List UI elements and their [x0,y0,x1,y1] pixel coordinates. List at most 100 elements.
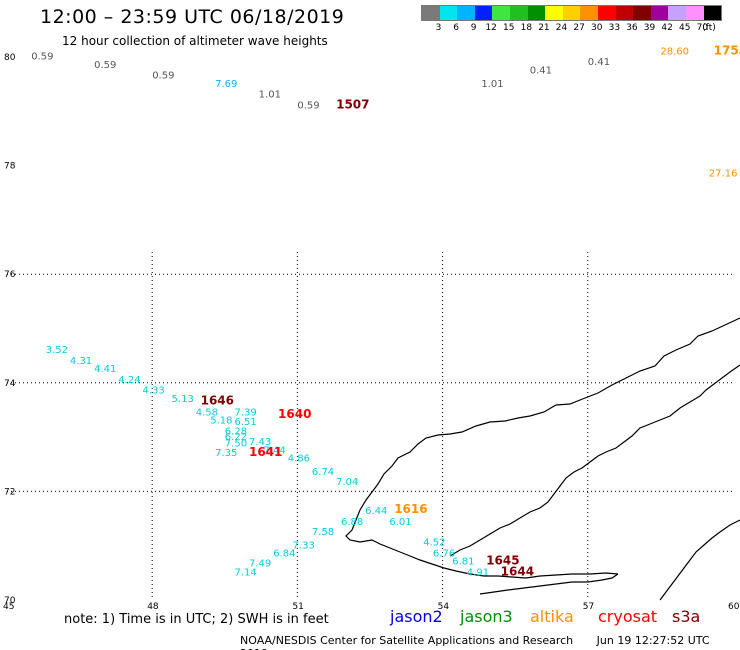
wave-height-value: 3.52 [46,345,68,356]
lon-tick-label: 45 [3,602,14,612]
legend-swatch [597,6,616,20]
wave-height-value: 4.52 [423,538,445,549]
pass-time-label: 1644 [501,565,534,579]
wave-height-value: 4.24 [118,375,140,386]
legend-swatch [527,6,546,20]
legend-label: 39 [643,23,656,33]
wave-height-value: 7.43 [249,437,271,448]
legend-label: 70 [696,23,709,33]
wave-height-value: 7.35 [215,448,237,459]
legend-swatch [650,6,669,20]
wave-height-value: 6.28 [225,426,247,437]
satellite-label-s3a: s3a [672,607,701,626]
wave-height-value: 6.44 [365,506,387,517]
satellite-label-altika: altika [530,607,574,626]
lat-tick-label: 72 [4,487,15,497]
lat-tick-label: 76 [4,270,16,280]
wave-height-value: 4.91 [467,568,489,579]
wave-height-value: 0.59 [297,101,319,112]
wave-height-value: 1.01 [259,90,281,101]
legend-label: 18 [520,23,533,33]
legend-swatch [422,6,440,20]
wave-height-value: 7.39 [234,407,256,418]
legend-label: 36 [626,23,638,33]
wave-height-value: 0.41 [588,57,610,68]
legend-swatch [509,6,528,20]
wave-height-value: 6.01 [389,517,411,528]
wave-height-value: 4.41 [94,364,116,375]
legend-swatch [457,6,475,20]
legend-label: 27 [573,23,585,33]
wave-height-value: 6.51 [234,417,256,428]
legend-swatch [615,6,634,20]
wave-height-value: 6.84 [273,549,295,560]
lat-tick-label: 70 [4,596,16,606]
wave-height-value: 0.59 [152,71,174,82]
wave-height-legend: 3 6 9 12 15 18 21 24 27 30 33 36 39 42 45 70 (ft) [421,5,723,35]
wave-height-value: 6.88 [341,517,363,528]
wave-height-value: 7.58 [312,527,334,538]
lat-tick-label: 78 [4,162,16,172]
lat-lon-grid [7,252,733,600]
wave-height-value: 0.59 [94,60,116,71]
legend-swatch [439,6,458,20]
map-note: note: 1) Time is in UTC; 2) SWH is in fe… [64,612,329,627]
lon-tick-label: 54 [438,602,450,612]
wave-height-value: 7.50 [225,438,247,449]
axis-labels: 45 48 51 54 57 60 70 72 74 76 78 80 [3,53,740,612]
legend-label: 9 [470,23,477,33]
coastline-south [479,573,619,595]
wave-height-value: 0.41 [530,65,552,76]
legend-swatch [580,6,598,20]
wave-height-value: 4.31 [70,356,92,367]
pass-time-label: 1640 [278,407,311,421]
wave-height-value: 7.04 [336,477,358,488]
satellite-label-jason2: jason2 [390,607,443,626]
legend-label: 6 [453,23,459,33]
legend-color-bar [421,5,723,21]
coastline-east [659,519,740,601]
map-subtitle: 12 hour collection of altimeter wave hei… [62,34,328,48]
wave-height-value: 4.33 [143,386,165,397]
satellite-label-jason3: jason3 [460,607,513,626]
legend-label: 21 [538,23,550,33]
legend-label: 45 [679,23,691,33]
wave-height-value: 27.16 [709,168,738,179]
satellite-label-cryosat: cryosat [598,607,658,626]
wave-height-value: 1.01 [481,79,503,90]
legend-swatch [492,6,510,20]
wave-height-value: 4.86 [288,454,310,465]
lon-tick-label: 57 [583,602,594,612]
legend-swatch [668,6,686,20]
wave-height-value: 28.60 [660,46,689,57]
wave-height-values: 0.59 0.59 0.59 7.69 1.01 0.59 1.01 0.41 0.41 28.6… [31,46,737,578]
footer-credit: NOAA/NESDIS Center for Satellite Applica… [240,634,574,647]
pass-time-label: 1507 [336,98,369,112]
footer: NOAA/NESDIS Center for Satellite Applica… [240,634,740,650]
coastline-main [345,317,740,579]
legend-swatch [545,6,563,20]
wave-height-value: 7.44 [264,445,286,456]
legend-labels: 3 6 9 12 15 18 21 24 27 30 33 36 39 42 45 70 (ft) [421,21,722,35]
lon-tick-label: 60 [728,602,740,612]
pass-time-label: 1641 [249,445,282,459]
wave-height-value: 7.69 [215,79,237,90]
coastline-inner [449,364,740,557]
legend-label: 15 [503,23,515,33]
legend-label: 42 [661,23,673,33]
wave-height-value: 7.33 [293,540,315,551]
wave-height-value: 6.76 [433,549,455,560]
wave-height-value: 6.81 [452,557,474,568]
footer-timestamp: Jun 19 12:27:52 UTC 2019 [240,634,710,650]
legend-swatch [633,6,651,20]
pass-time-label: 1645 [486,554,519,568]
map-title: 12:00 – 23:59 UTC 06/18/2019 [40,6,345,28]
legend-label: 33 [608,23,621,33]
wave-height-value: 6.74 [312,467,334,478]
wave-height-value: 7.14 [234,568,256,579]
legend-unit: (ft) [702,23,716,33]
lat-tick-label: 74 [4,379,16,389]
